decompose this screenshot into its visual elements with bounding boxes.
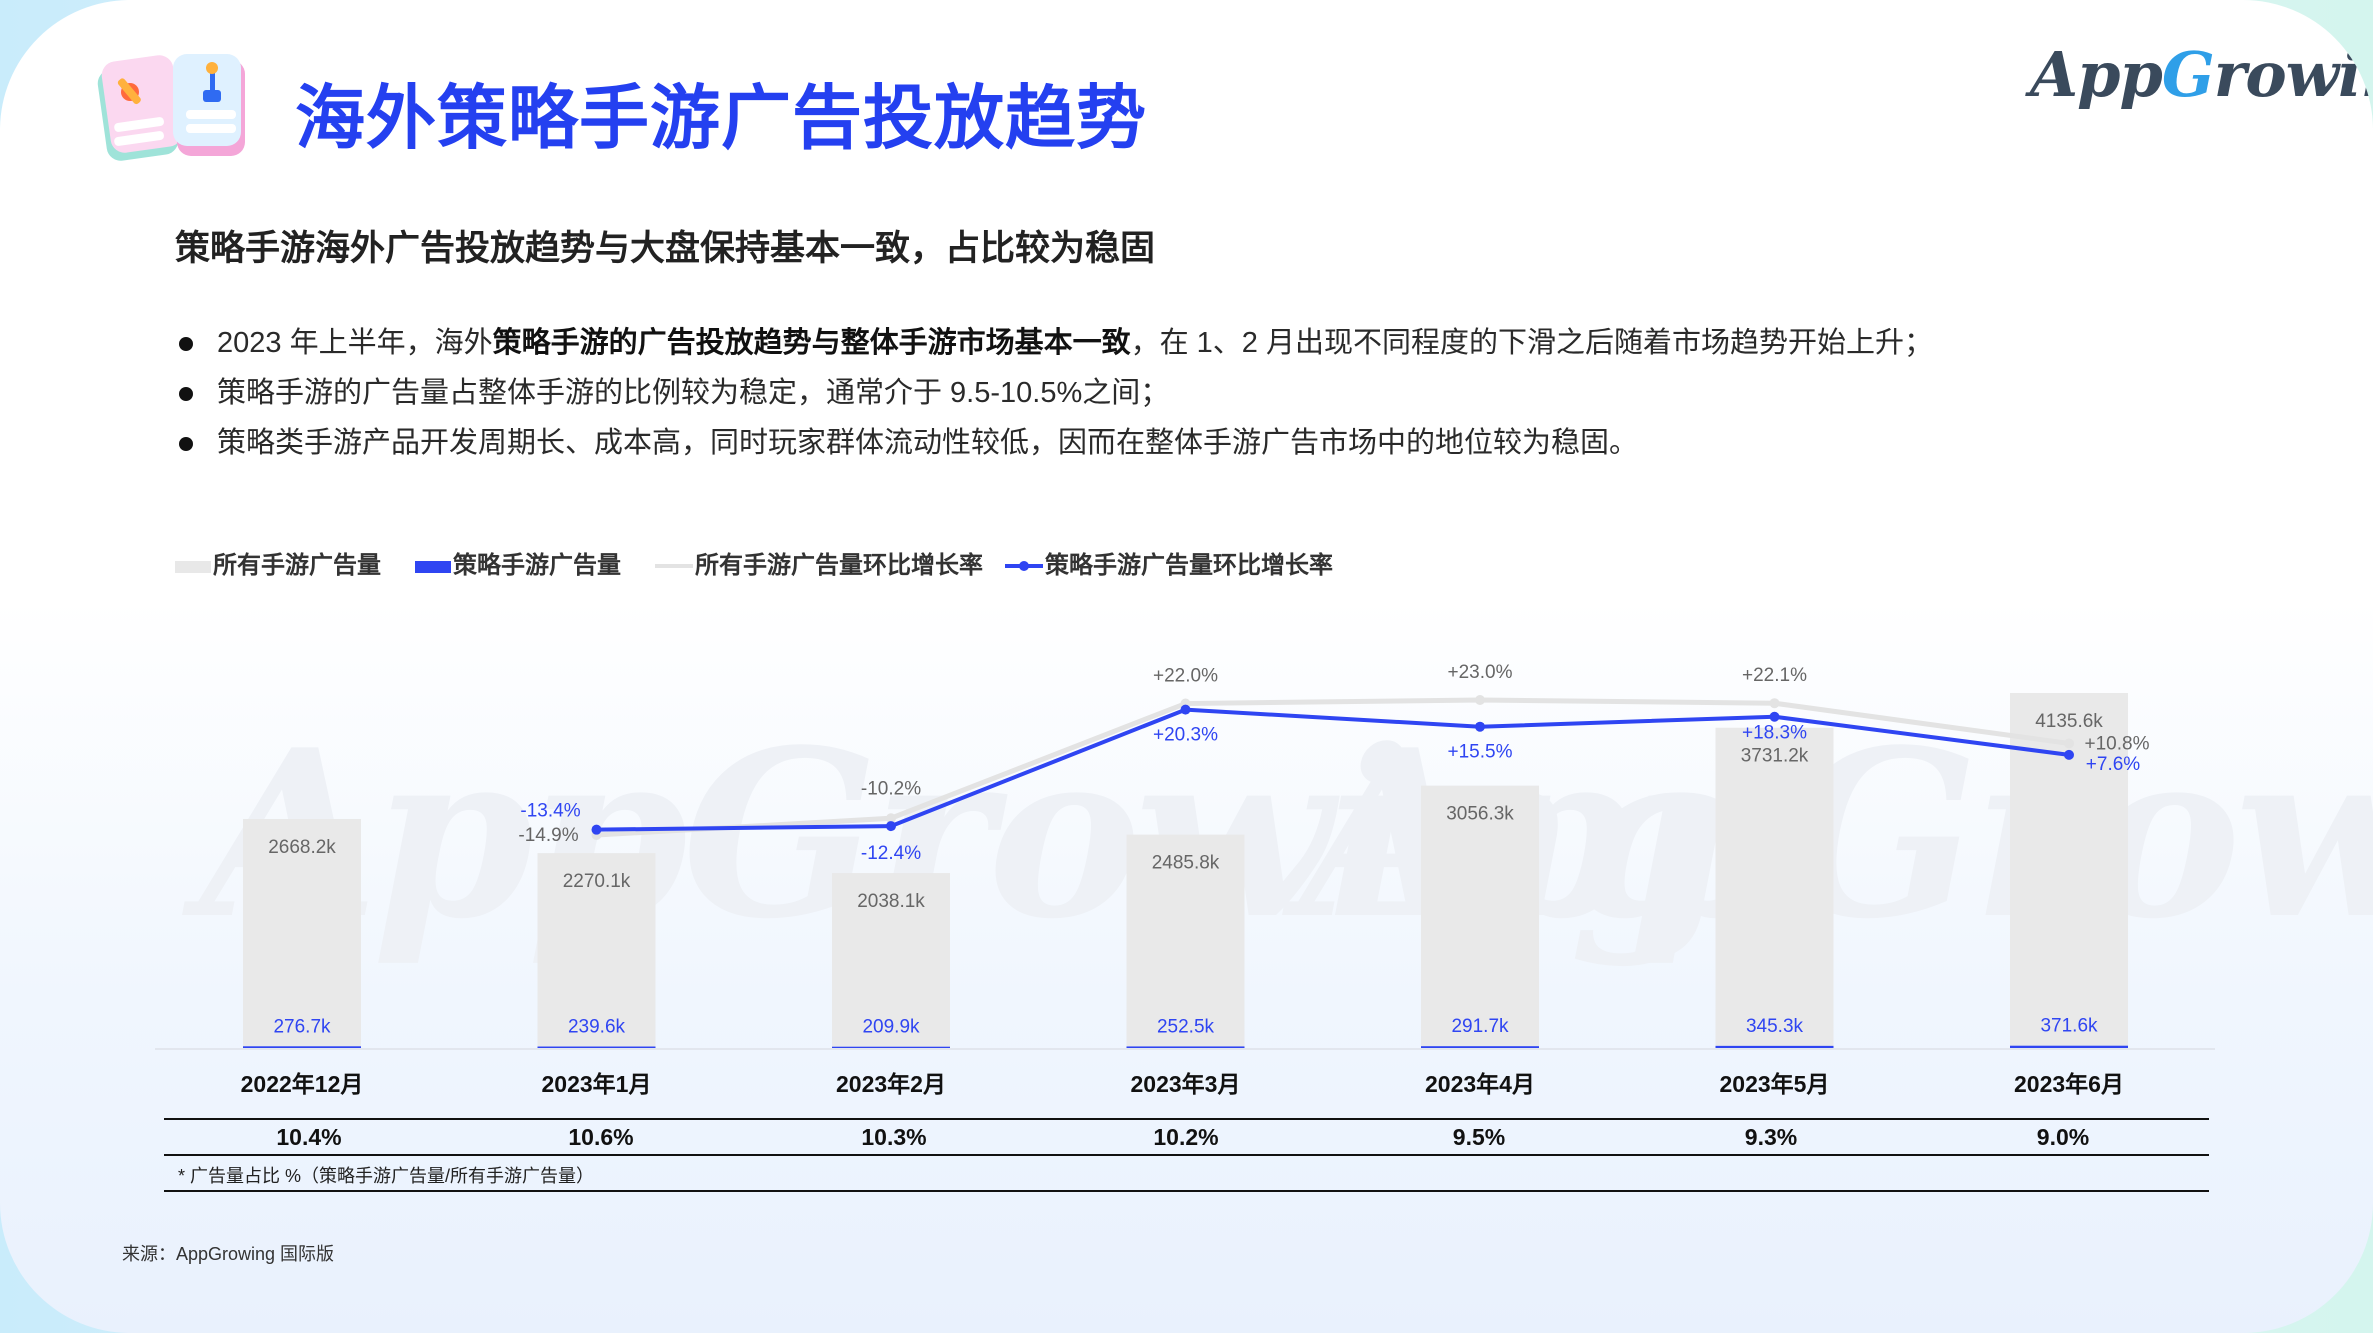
bar-label-all-volume: 4135.6k <box>2035 711 2103 732</box>
point-all-growth <box>886 813 896 824</box>
bullet-dot-icon <box>179 387 193 401</box>
x-tick-label: 2023年3月 <box>1131 1071 1241 1097</box>
subtitle: 策略手游海外广告投放趋势与大盘保持基本一致，占比较为稳固 <box>175 229 1156 268</box>
legend-label: 所有手游广告量 <box>213 552 381 579</box>
point-all-growth <box>1769 698 1780 709</box>
bar-label-all-volume: 3731.2k <box>1741 746 1809 767</box>
bullet-text: 策略类手游产品开发周期长、成本高，同时玩家群体流动性较低，因而在整体手游广告市场… <box>217 427 1639 459</box>
data-label-all-growth: +23.0% <box>1448 662 1513 683</box>
point-strategy-growth <box>1180 704 1191 715</box>
bullet-text: 2023 年上半年，海外 <box>217 327 493 359</box>
ratio-cell: 10.6% <box>568 1124 634 1150</box>
ratio-cell: 10.2% <box>1153 1124 1219 1150</box>
data-label-all-growth: +22.0% <box>1153 666 1218 687</box>
data-label-strategy-growth: +7.6% <box>2086 754 2141 775</box>
bar-all-volume <box>1126 834 1245 1048</box>
bar-label-strategy-volume: 371.6k <box>2040 1016 2098 1037</box>
bullet-list: 2023 年上半年，海外策略手游的广告投放趋势与整体手游市场基本一致，在 1、2… <box>175 318 1933 468</box>
data-label-all-growth: -14.9% <box>518 825 578 846</box>
data-label-all-growth: +10.8% <box>2085 733 2150 754</box>
x-tick-label: 2023年5月 <box>1720 1071 1830 1097</box>
chart-area: 2668.2k 276.7k 2022年12月 2270.1k 239.6k 2023年1… <box>155 662 2215 1097</box>
data-label-all-growth: -10.2% <box>861 778 921 799</box>
ratio-cell: 10.4% <box>276 1124 342 1150</box>
bar-strategy-volume <box>1126 1046 1245 1048</box>
bar-strategy-volume <box>537 1046 656 1048</box>
line-all-growth <box>596 697 2070 838</box>
point-strategy-growth <box>1769 711 1780 722</box>
bar-label-all-volume: 2668.2k <box>268 837 336 858</box>
bar-label-strategy-volume: 276.7k <box>273 1016 331 1037</box>
bar-all-volume <box>1421 785 1539 1048</box>
bar-strategy-volume <box>1421 1046 1539 1048</box>
bar-label-strategy-volume: 291.7k <box>1451 1016 1509 1037</box>
legend-label: 策略手游广告量环比增长率 <box>1045 552 1333 579</box>
ratio-cell: 10.3% <box>861 1124 927 1150</box>
page-number: 25 <box>2335 1303 2353 1320</box>
ratio-cell: 9.0% <box>2036 1124 2090 1150</box>
bullet-item: 策略手游的广告量占整体手游的比例较为稳定，通常介于 9.5-10.5%之间； <box>175 368 1933 418</box>
bar-label-strategy-volume: 345.3k <box>1746 1016 1804 1037</box>
point-strategy-growth <box>591 824 602 835</box>
x-tick-label: 2022年12月 <box>241 1071 364 1097</box>
bullet-bold-text: 策略手游的广告投放趋势与整体手游市场基本一致 <box>492 327 1131 359</box>
bar-strategy-volume <box>2010 1045 2128 1048</box>
x-tick-label: 2023年4月 <box>1425 1071 1535 1097</box>
legend-label: 策略手游广告量 <box>453 552 621 579</box>
page-title: 海外策略手游广告投放趋势 <box>295 79 1147 157</box>
bar-label-all-volume: 3056.3k <box>1446 804 1514 825</box>
data-label-strategy-growth: +15.5% <box>1448 742 1513 763</box>
legend-swatch <box>175 561 211 573</box>
bar-label-all-volume: 2038.1k <box>857 891 925 912</box>
x-tick-label: 2023年6月 <box>2014 1071 2124 1097</box>
table-rule <box>164 1154 2209 1156</box>
bar-strategy-volume <box>243 1046 361 1048</box>
data-label-all-growth: +22.1% <box>1742 665 1807 686</box>
x-tick-label: 2023年2月 <box>836 1071 946 1097</box>
data-label-strategy-growth: +18.3% <box>1742 723 1807 744</box>
point-strategy-growth <box>1475 721 1485 732</box>
bullet-text: 策略手游的广告量占整体手游的比例较为稳定，通常介于 9.5-10.5%之间； <box>217 377 1170 409</box>
ratio-note: * 广告量占比 %（策略手游广告量/所有手游广告量） <box>178 1166 595 1186</box>
bar-all-volume <box>243 818 361 1048</box>
appgrowing-logo: AppGrowing <box>2030 38 2373 111</box>
legend-marker-icon <box>1019 561 1029 571</box>
bar-label-strategy-volume: 209.9k <box>862 1017 920 1038</box>
ratio-cell: 9.5% <box>1452 1124 1506 1150</box>
table-rule <box>164 1190 2209 1192</box>
data-label-strategy-growth: +20.3% <box>1153 725 1218 746</box>
source-note: 来源：AppGrowing 国际版 <box>122 1244 335 1264</box>
bar-label-all-volume: 2485.8k <box>1152 853 1220 874</box>
data-label-strategy-growth: -13.4% <box>520 801 580 822</box>
table-rule <box>164 1118 2209 1120</box>
legend-label: 所有手游广告量环比增长率 <box>695 552 983 579</box>
bar-label-strategy-volume: 239.6k <box>568 1017 626 1038</box>
line-strategy-growth <box>596 707 2070 832</box>
bar-all-volume <box>832 873 950 1048</box>
bullet-dot-icon <box>179 437 193 451</box>
bar-all-volume <box>1715 727 1834 1048</box>
bar-label-strategy-volume: 252.5k <box>1157 1016 1215 1037</box>
point-all-growth <box>2064 738 2074 749</box>
legend-swatch <box>655 564 693 568</box>
bullet-text: ，在 1、2 月出现不同程度的下滑之后随着市场趋势开始上升； <box>1130 327 1933 359</box>
bullet-item: 策略类手游产品开发周期长、成本高，同时玩家群体流动性较低，因而在整体手游广告市场… <box>175 418 1933 468</box>
point-all-growth <box>1475 695 1485 705</box>
books-icon <box>97 54 245 161</box>
legend-swatch <box>415 561 451 573</box>
x-tick-label: 2023年1月 <box>542 1071 652 1097</box>
point-strategy-growth <box>2064 749 2074 760</box>
bar-strategy-volume <box>1715 1045 1834 1048</box>
bullet-item: 2023 年上半年，海外策略手游的广告投放趋势与整体手游市场基本一致，在 1、2… <box>175 318 1933 368</box>
ratio-cell: 9.3% <box>1744 1124 1798 1150</box>
point-strategy-growth <box>886 821 896 832</box>
bar-label-all-volume: 2270.1k <box>563 871 631 892</box>
data-label-strategy-growth: -12.4% <box>861 843 921 864</box>
bar-all-volume <box>537 853 656 1048</box>
bar-strategy-volume <box>832 1046 950 1048</box>
logo-accent: G <box>2161 38 2215 111</box>
bullet-dot-icon <box>179 337 193 351</box>
